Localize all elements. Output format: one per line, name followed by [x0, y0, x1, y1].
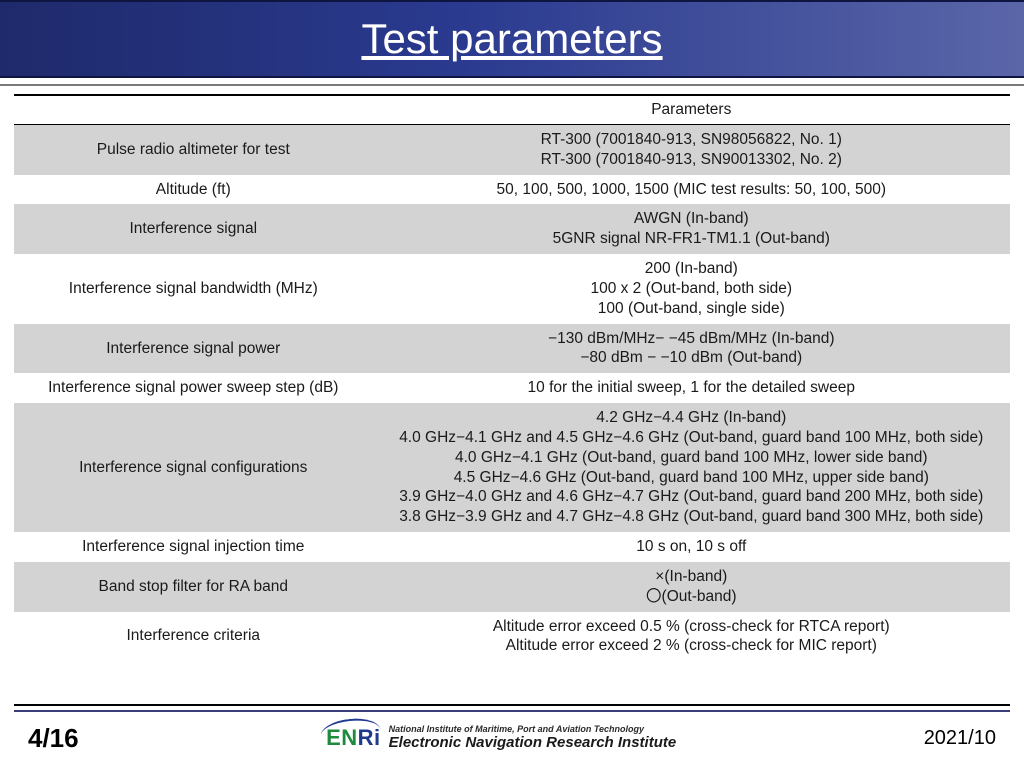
value-line: 50, 100, 500, 1000, 1500 (MIC test resul…: [379, 180, 1004, 200]
row-value: 4.2 GHz−4.4 GHz (In-band)4.0 GHz−4.1 GHz…: [373, 403, 1010, 532]
value-line: 4.2 GHz−4.4 GHz (In-band): [379, 408, 1004, 428]
value-line: Altitude error exceed 0.5 % (cross-check…: [379, 617, 1004, 637]
slide-title: Test parameters: [361, 15, 662, 63]
row-value: RT-300 (7001840-913, SN98056822, No. 1)R…: [373, 125, 1010, 175]
table-row: Pulse radio altimeter for testRT-300 (70…: [14, 125, 1010, 175]
table-row: Interference signal power−130 dBm/MHz− −…: [14, 324, 1010, 374]
value-line: 4.0 GHz−4.1 GHz (Out-band, guard band 10…: [379, 448, 1004, 468]
value-line: 100 x 2 (Out-band, both side): [379, 279, 1004, 299]
row-label: Interference signal injection time: [14, 532, 373, 562]
value-line: 10 for the initial sweep, 1 for the deta…: [379, 378, 1004, 398]
row-label: Interference signal power sweep step (dB…: [14, 373, 373, 403]
table-body: Pulse radio altimeter for testRT-300 (70…: [14, 125, 1010, 662]
page-number: 4/16: [28, 723, 79, 754]
parameters-table: Parameters Pulse radio altimeter for tes…: [14, 94, 1010, 661]
value-line: ×(In-band): [379, 567, 1004, 587]
value-line: 100 (Out-band, single side): [379, 299, 1004, 319]
value-line: AWGN (In-band): [379, 209, 1004, 229]
row-label: Altitude (ft): [14, 175, 373, 205]
value-line: −80 dBm − −10 dBm (Out-band): [379, 348, 1004, 368]
table-row: Interference signalAWGN (In-band)5GNR si…: [14, 204, 1010, 254]
row-label: Interference signal bandwidth (MHz): [14, 254, 373, 323]
row-value: 50, 100, 500, 1000, 1500 (MIC test resul…: [373, 175, 1010, 205]
table-bottom-rule: [14, 704, 1010, 706]
table-row: Interference signal bandwidth (MHz)200 (…: [14, 254, 1010, 323]
enri-logo: ENRi: [326, 725, 381, 751]
value-line: 5GNR signal NR-FR1-TM1.1 (Out-band): [379, 229, 1004, 249]
row-value: AWGN (In-band)5GNR signal NR-FR1-TM1.1 (…: [373, 204, 1010, 254]
row-value: ×(In-band)〇(Out-band): [373, 562, 1010, 612]
row-label: Band stop filter for RA band: [14, 562, 373, 612]
table-row: Interference signal configurations4.2 GH…: [14, 403, 1010, 532]
table-row: Interference signal power sweep step (dB…: [14, 373, 1010, 403]
table-row: Interference signal injection time 10 s o…: [14, 532, 1010, 562]
row-label: Pulse radio altimeter for test: [14, 125, 373, 175]
value-line: 〇(Out-band): [379, 587, 1004, 607]
row-value: −130 dBm/MHz− −45 dBm/MHz (In-band)−80 d…: [373, 324, 1010, 374]
organization-text: National Institute of Maritime, Port and…: [389, 725, 677, 750]
slide: Test parameters Parameters Pulse radio a…: [0, 0, 1024, 768]
value-line: 4.5 GHz−4.6 GHz (Out-band, guard band 10…: [379, 468, 1004, 488]
value-line: 4.0 GHz−4.1 GHz and 4.5 GHz−4.6 GHz (Out…: [379, 428, 1004, 448]
footer: 4/16 ENRi National Institute of Maritime…: [0, 714, 1024, 768]
row-value: 10 for the initial sweep, 1 for the deta…: [373, 373, 1010, 403]
value-line: −130 dBm/MHz− −45 dBm/MHz (In-band): [379, 329, 1004, 349]
table-row: Altitude (ft) 50, 100, 500, 1000, 1500 (M…: [14, 175, 1010, 205]
row-value: 200 (In-band)100 x 2 (Out-band, both sid…: [373, 254, 1010, 323]
table-header-parameters: Parameters: [373, 95, 1010, 125]
table-header-row: Parameters: [14, 95, 1010, 125]
row-value: 10 s on, 10 s off: [373, 532, 1010, 562]
org-big-text: Electronic Navigation Research Institute: [389, 735, 677, 751]
value-line: 3.9 GHz−4.0 GHz and 4.6 GHz−4.7 GHz (Out…: [379, 487, 1004, 507]
row-label: Interference signal: [14, 204, 373, 254]
row-label: Interference criteria: [14, 612, 373, 662]
row-value: Altitude error exceed 0.5 % (cross-check…: [373, 612, 1010, 662]
row-label: Interference signal power: [14, 324, 373, 374]
value-line: 10 s on, 10 s off: [379, 537, 1004, 557]
title-bar: Test parameters: [0, 0, 1024, 78]
footer-date: 2021/10: [924, 727, 996, 750]
value-line: Altitude error exceed 2 % (cross-check f…: [379, 636, 1004, 656]
value-line: RT-300 (7001840-913, SN90013302, No. 2): [379, 150, 1004, 170]
value-line: 200 (In-band): [379, 259, 1004, 279]
value-line: RT-300 (7001840-913, SN98056822, No. 1): [379, 130, 1004, 150]
table-row: Interference criteria Altitude error exce…: [14, 612, 1010, 662]
table-row: Band stop filter for RA band×(In-band)〇(…: [14, 562, 1010, 612]
table-header-empty: [14, 95, 373, 125]
content-area: Parameters Pulse radio altimeter for tes…: [0, 86, 1024, 704]
row-label: Interference signal configurations: [14, 403, 373, 532]
value-line: 3.8 GHz−3.9 GHz and 4.7 GHz−4.8 GHz (Out…: [379, 507, 1004, 527]
organization-block: ENRi National Institute of Maritime, Por…: [326, 725, 676, 751]
